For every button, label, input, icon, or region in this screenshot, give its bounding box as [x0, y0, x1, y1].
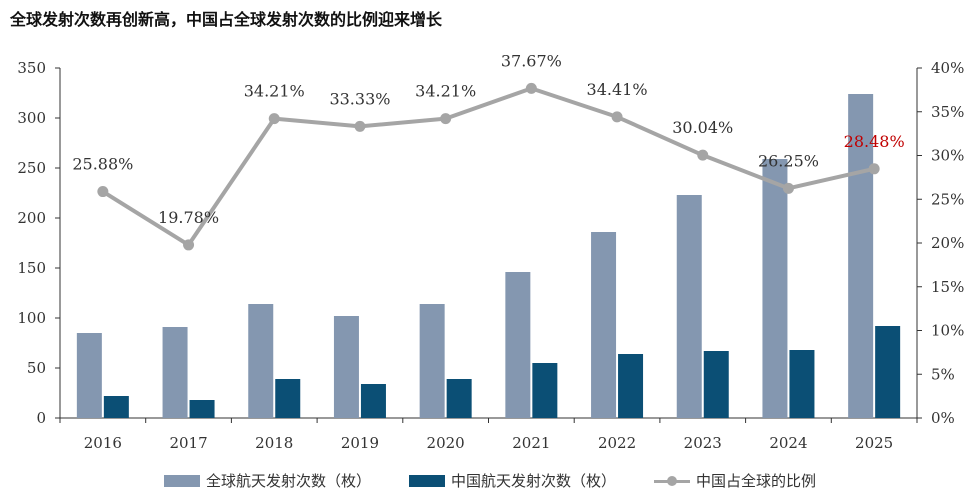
legend-swatch-china [408, 474, 445, 487]
y-left-tick-label: 200 [17, 209, 46, 227]
bar-china [703, 351, 729, 418]
x-tick-label: 2022 [598, 434, 636, 452]
y-left-tick-label: 150 [17, 259, 46, 277]
bar-global [591, 232, 617, 418]
x-tick-label: 2024 [769, 434, 807, 452]
y-right-tick-label: 25% [931, 190, 964, 208]
legend-label-ratio: 中国占全球的比例 [696, 472, 817, 490]
x-tick-label: 2020 [427, 434, 465, 452]
x-tick-label: 2017 [169, 434, 207, 452]
ratio-point [782, 182, 794, 194]
bar-global [76, 333, 102, 418]
legend-swatch-ratio [654, 475, 690, 487]
ratio-point [268, 113, 280, 125]
ratio-point [868, 163, 880, 175]
x-tick-label: 2021 [512, 434, 550, 452]
x-tick-label: 2018 [255, 434, 293, 452]
bar-global [505, 272, 531, 418]
ratio-point [440, 113, 452, 125]
chart: 0 50 100 150 200 250 300 350 0% 5% 10% 15% 20% 25% 30%… [17, 51, 964, 452]
y-right-tick-label: 30% [931, 147, 964, 165]
y-right-tick-label: 20% [931, 234, 964, 252]
ratio-data-label: 28.48% [844, 132, 905, 151]
bar-china [446, 379, 472, 418]
bar-china [789, 350, 815, 418]
x-tick-label: 2025 [855, 434, 893, 452]
y-right-tick-label: 15% [931, 278, 964, 296]
x-tick-label: 2023 [684, 434, 722, 452]
bar-china [189, 400, 215, 418]
legend-swatch-global [163, 474, 200, 487]
y-right-tick-label: 0% [931, 409, 955, 427]
ratio-point [525, 82, 537, 94]
bar-global [848, 94, 874, 418]
ratio-data-label: 25.88% [72, 155, 133, 174]
y-right-tick-label: 10% [931, 322, 964, 340]
ratio-data-label: 34.21% [244, 82, 305, 101]
bar-global [419, 304, 445, 418]
legend-item-ratio: 中国占全球的比例 [654, 470, 816, 491]
x-tick-label: 2016 [84, 434, 122, 452]
y-right-tick-label: 35% [931, 103, 964, 121]
ratio-point [97, 186, 109, 198]
ratio-data-label: 19.78% [158, 208, 219, 227]
ratio-point [183, 239, 195, 251]
bar-global [676, 195, 702, 418]
y-left-tick-label: 50 [27, 359, 46, 377]
bar-china [275, 379, 301, 418]
ratio-data-label: 37.67% [501, 51, 562, 70]
bar-global [248, 304, 274, 418]
chart-title: 全球发射次数再创新高，中国占全球发射次数的比例迎来增长 [10, 10, 443, 29]
legend-item-china: 中国航天发射次数（枚） [408, 470, 616, 491]
y-left-tick-label: 300 [17, 109, 46, 127]
legend-item-global: 全球航天发射次数（枚） [163, 470, 371, 491]
bar-china [532, 363, 558, 418]
y-left-tick-label: 350 [17, 59, 46, 77]
ratio-data-label: 34.21% [415, 82, 476, 101]
bar-global [762, 159, 788, 418]
ratio-data-label: 34.41% [587, 80, 648, 99]
y-right-tick-label: 5% [931, 365, 955, 383]
legend-label-global: 全球航天发射次数（枚） [205, 472, 371, 490]
y-left-tick-label: 250 [17, 159, 46, 177]
ratio-data-label: 33.33% [329, 89, 390, 108]
bar-china [618, 354, 644, 418]
y-left-tick-label: 100 [17, 309, 46, 327]
x-tick-label: 2019 [341, 434, 379, 452]
bar-global [162, 327, 188, 418]
y-right-tick-label: 40% [931, 59, 964, 77]
bar-global [333, 316, 359, 418]
y-left-tick-label: 0 [36, 409, 46, 427]
legend: 全球航天发射次数（枚） 中国航天发射次数（枚） 中国占全球的比例 [0, 470, 980, 491]
bar-china [360, 384, 386, 418]
ratio-point [354, 120, 366, 132]
bar-china [103, 396, 129, 418]
ratio-point [611, 111, 623, 123]
legend-label-china: 中国航天发射次数（枚） [450, 472, 616, 490]
ratio-line [101, 86, 875, 247]
bar-china [875, 326, 901, 418]
ratio-data-label: 26.25% [758, 151, 819, 170]
ratio-data-label: 30.04% [672, 118, 733, 137]
ratio-point [697, 149, 709, 161]
